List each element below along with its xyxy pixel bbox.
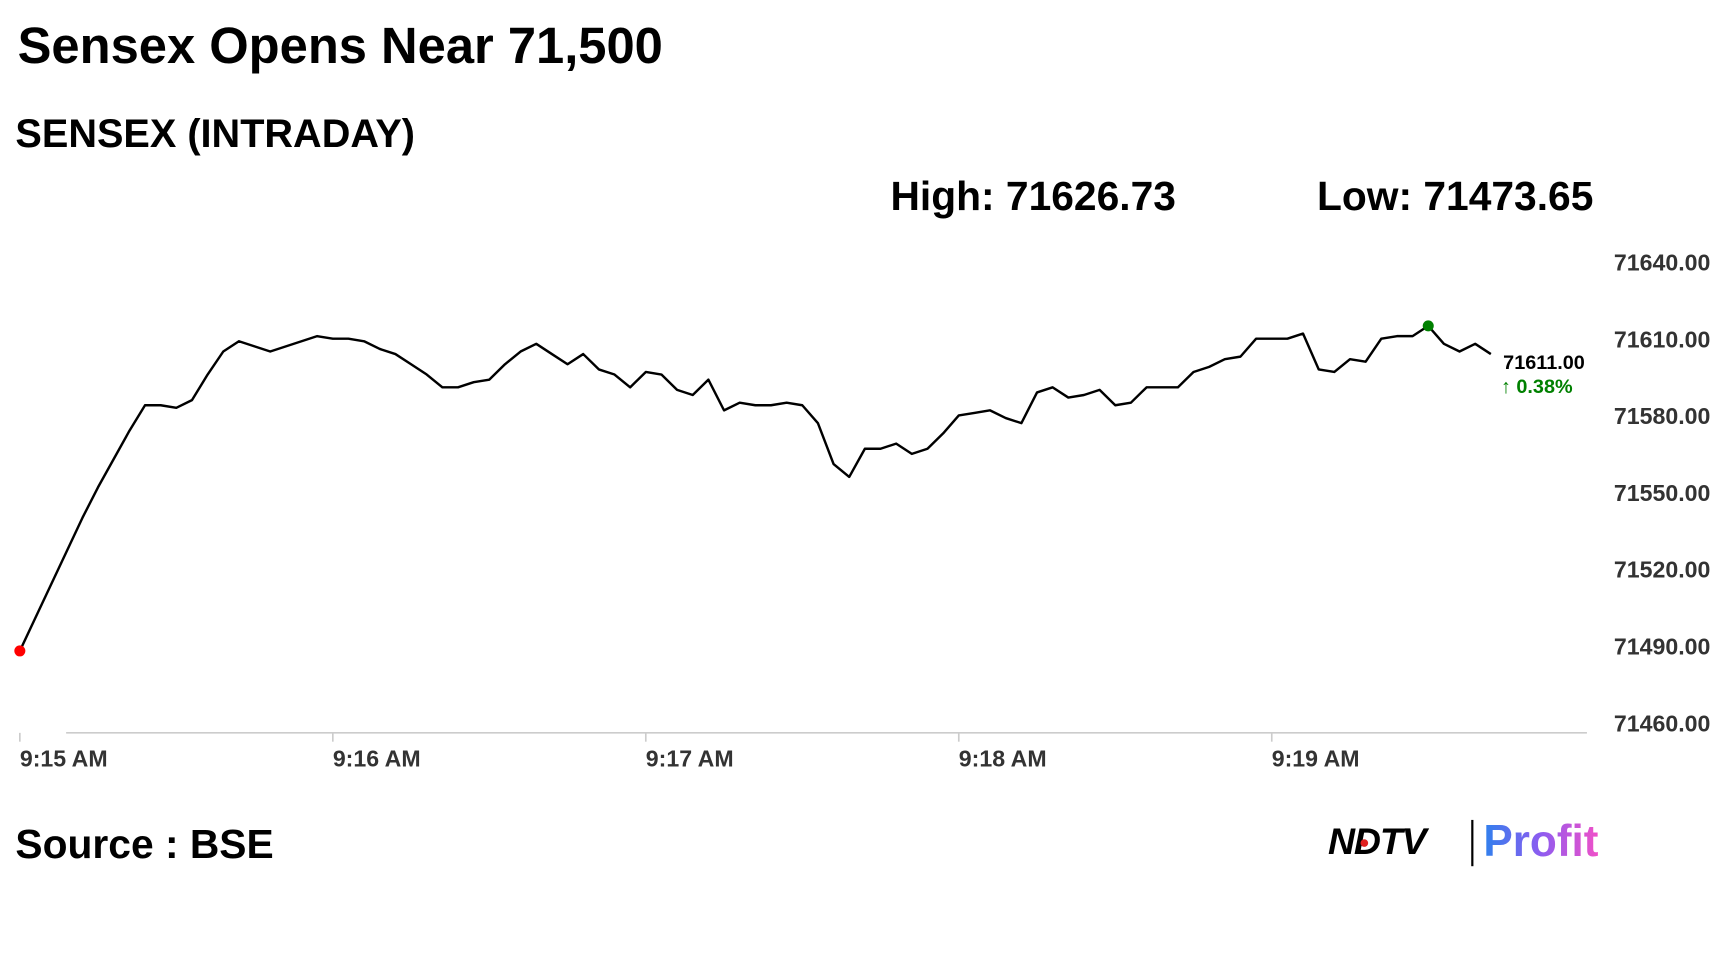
logo-product: Profit xyxy=(1483,817,1598,866)
x-tick-label: 9:15 AM xyxy=(20,746,108,772)
y-tick-label: 71610.00 xyxy=(1614,326,1710,352)
x-tick-label: 9:19 AM xyxy=(1272,746,1360,772)
chart-title: Sensex Opens Near 71,500 xyxy=(18,17,663,74)
last-price: 71611.00 xyxy=(1503,352,1585,374)
price-change: ↑ 0.38% xyxy=(1501,376,1573,398)
start-marker xyxy=(14,645,26,657)
low-label: Low: 71473.65 xyxy=(1317,173,1593,219)
y-tick-label: 71550.00 xyxy=(1614,480,1710,506)
logo-brand: NDTV xyxy=(1328,820,1430,862)
x-tick-label: 9:17 AM xyxy=(646,746,734,772)
high-marker xyxy=(1422,320,1434,332)
high-label: High: 71626.73 xyxy=(890,173,1176,219)
x-tick-label: 9:16 AM xyxy=(333,746,421,772)
price-line xyxy=(18,324,1492,652)
y-tick-label: 71640.00 xyxy=(1614,250,1710,276)
logo-dot xyxy=(1360,839,1369,847)
source: Source : BSE xyxy=(15,821,273,867)
y-tick-label: 71520.00 xyxy=(1614,557,1710,583)
chart-subtitle: SENSEX (INTRADAY) xyxy=(15,112,415,156)
y-tick-label: 71460.00 xyxy=(1614,710,1710,736)
y-tick-label: 71490.00 xyxy=(1614,633,1710,659)
x-tick-label: 9:18 AM xyxy=(959,746,1047,772)
y-tick-label: 71580.00 xyxy=(1614,403,1710,429)
